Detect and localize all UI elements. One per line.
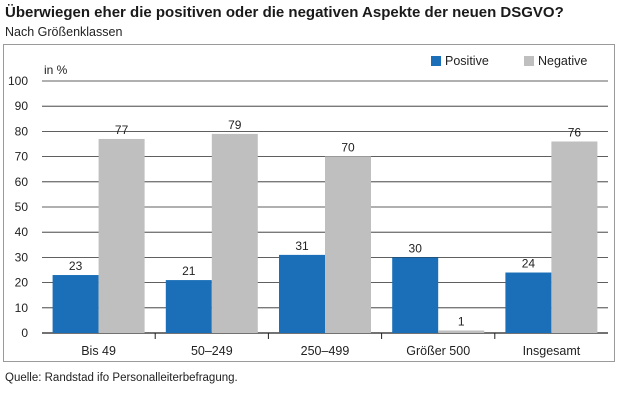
y-tick-label: 100 <box>8 74 28 88</box>
y-tick-label: 60 <box>15 175 29 189</box>
legend-label-positive: Positive <box>445 54 489 68</box>
data-label: 31 <box>295 239 309 253</box>
x-tick-label: 250–499 <box>301 344 350 358</box>
bar-negative <box>438 330 485 333</box>
unit-label: in % <box>44 63 68 77</box>
legend-swatch-negative <box>524 56 534 66</box>
source-note: Quelle: Randstad ifo Personalleiterbefra… <box>5 372 238 384</box>
chart-frame <box>3 44 615 362</box>
legend-swatch-positive <box>431 56 441 66</box>
legend-label-negative: Negative <box>538 54 587 68</box>
bar-positive <box>52 275 99 333</box>
data-label: 1 <box>458 314 465 328</box>
bar-positive <box>505 272 552 333</box>
x-tick-label: Größer 500 <box>406 344 470 358</box>
data-label: 23 <box>69 259 83 273</box>
y-tick-label: 40 <box>15 225 29 239</box>
y-tick-label: 0 <box>21 326 28 340</box>
bar-positive <box>279 254 325 333</box>
y-tick-label: 80 <box>15 124 29 138</box>
y-tick-label: 20 <box>15 276 29 290</box>
y-tick-label: 10 <box>15 301 29 315</box>
bar-negative <box>325 156 371 333</box>
x-tick-label: Insgesamt <box>523 344 581 358</box>
data-label: 30 <box>409 241 423 255</box>
y-tick-label: 30 <box>15 250 29 264</box>
x-tick-label: Bis 49 <box>81 344 116 358</box>
y-tick-label: 90 <box>15 99 29 113</box>
chart-title: Überwiegen eher die positiven oder die n… <box>5 4 564 21</box>
x-tick-label: 50–249 <box>191 344 233 358</box>
data-label: 21 <box>182 264 196 278</box>
bar-negative <box>211 133 258 333</box>
data-label: 77 <box>115 123 129 137</box>
data-label: 24 <box>522 257 536 271</box>
data-label: 79 <box>228 118 242 132</box>
data-label: 76 <box>568 125 582 139</box>
chart-subtitle: Nach Größenklassen <box>5 25 123 39</box>
y-tick-label: 70 <box>15 150 29 164</box>
bar-positive <box>392 257 439 333</box>
bar-negative <box>98 138 145 333</box>
bar-positive <box>165 280 212 333</box>
y-tick-label: 50 <box>15 200 29 214</box>
data-label: 70 <box>341 141 355 155</box>
bar-negative <box>551 141 598 333</box>
